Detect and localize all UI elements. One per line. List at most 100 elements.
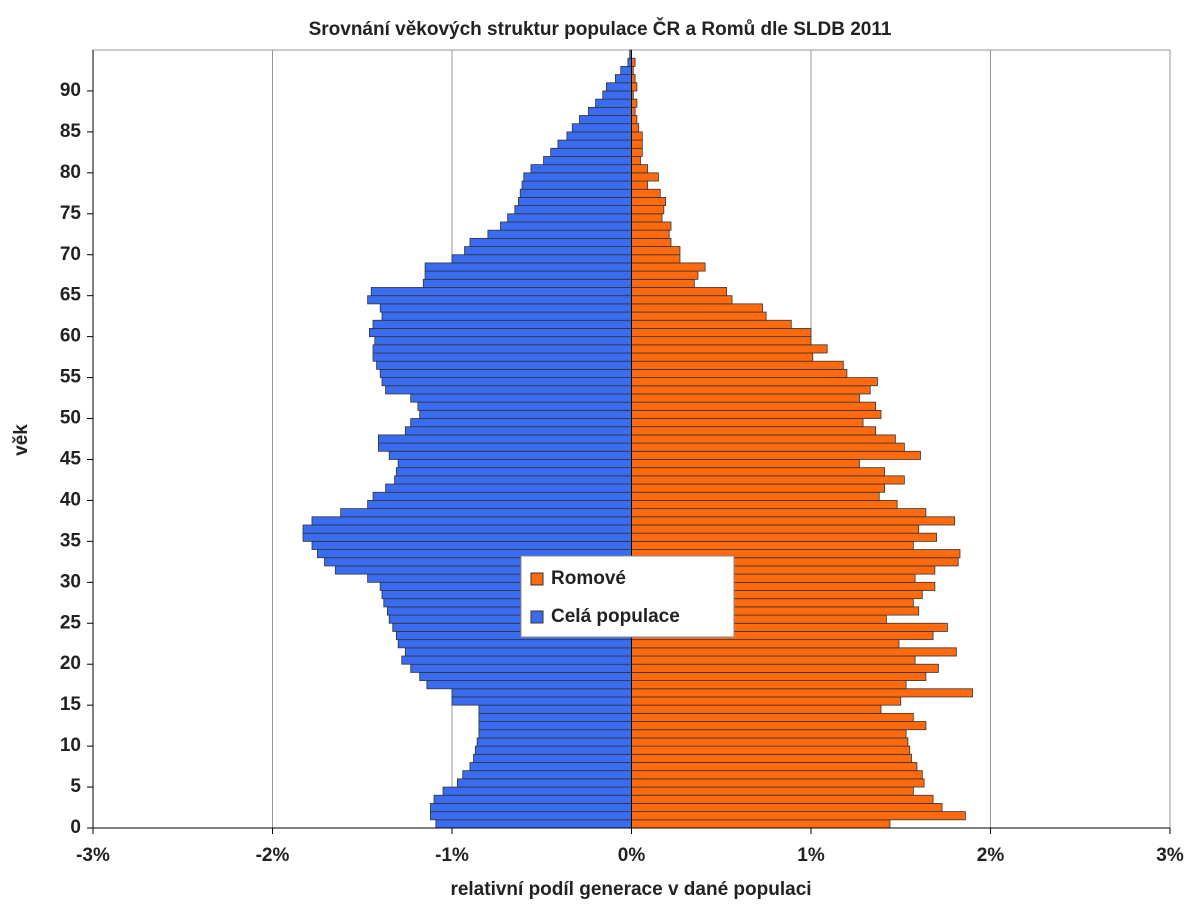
bar <box>631 737 909 747</box>
bar <box>595 98 632 108</box>
bar <box>404 647 632 657</box>
bar <box>631 262 706 272</box>
legend-swatch <box>530 610 544 624</box>
x-tick-label: -1% <box>435 845 469 866</box>
bar <box>530 164 632 174</box>
y-tick-label: 45 <box>60 448 82 469</box>
bar <box>631 237 672 247</box>
bar <box>476 737 632 747</box>
bar <box>311 540 632 550</box>
bar <box>374 336 632 346</box>
bar <box>631 762 918 772</box>
bar <box>631 811 966 821</box>
bar <box>631 328 812 338</box>
bar <box>631 655 916 665</box>
bar <box>631 377 878 387</box>
x-tick-label: 3% <box>1156 845 1184 866</box>
chart-title: Srovnání věkových struktur populace ČR a… <box>309 18 892 40</box>
bar <box>631 803 943 813</box>
x-tick-label: 1% <box>797 845 825 866</box>
bar <box>631 139 643 149</box>
bar <box>631 82 638 92</box>
bar <box>631 680 907 690</box>
bar <box>469 237 632 247</box>
bar <box>379 303 632 313</box>
bar <box>631 303 763 313</box>
bar <box>424 270 632 280</box>
bar <box>631 696 902 706</box>
bar <box>500 221 632 231</box>
bar <box>388 450 632 460</box>
bar <box>631 74 636 84</box>
bar <box>302 532 632 542</box>
bar <box>631 500 898 510</box>
bar <box>385 483 632 493</box>
bar <box>627 57 632 67</box>
bar <box>631 491 880 501</box>
bar <box>631 164 649 174</box>
y-tick-label: 0 <box>70 817 81 838</box>
bar <box>631 344 828 354</box>
bar <box>631 336 812 346</box>
bar <box>631 409 882 419</box>
bar <box>631 254 681 264</box>
bar <box>372 344 632 354</box>
bar <box>410 663 632 673</box>
bar <box>631 450 921 460</box>
bar <box>543 156 632 166</box>
bar <box>631 270 699 280</box>
bar <box>631 213 663 223</box>
bar <box>631 401 877 411</box>
y-axis-title: věk <box>11 424 32 456</box>
bar <box>631 786 914 796</box>
bar <box>631 352 814 362</box>
bar <box>631 229 670 239</box>
y-tick-label: 80 <box>60 162 81 183</box>
legend-label: Romové <box>551 568 626 589</box>
bar <box>631 540 914 550</box>
bar <box>631 819 891 829</box>
bar <box>631 524 920 534</box>
bar <box>507 213 632 223</box>
bar <box>631 483 885 493</box>
bar <box>631 123 640 133</box>
bar <box>605 82 632 92</box>
y-tick-label: 5 <box>70 776 81 797</box>
bar <box>631 663 939 673</box>
bar <box>378 442 632 452</box>
bar <box>631 672 927 681</box>
bar <box>631 729 907 739</box>
bar <box>376 360 632 370</box>
bar <box>370 287 632 297</box>
bar <box>631 311 767 321</box>
bar <box>519 188 632 198</box>
bar <box>631 180 649 190</box>
bar <box>631 647 957 657</box>
bar <box>404 426 632 436</box>
bar <box>631 188 661 198</box>
bar <box>469 762 632 772</box>
bar <box>367 500 632 510</box>
bar <box>397 459 632 469</box>
bar <box>588 106 632 116</box>
bar <box>514 205 632 215</box>
bar <box>631 131 643 141</box>
bar <box>451 696 632 706</box>
bar <box>521 180 632 190</box>
y-tick-label: 75 <box>60 203 82 224</box>
bar <box>410 393 632 403</box>
bar <box>631 467 885 477</box>
bar <box>631 221 672 231</box>
bar <box>631 426 877 436</box>
bar <box>381 311 632 321</box>
bar <box>631 434 896 444</box>
bar <box>631 368 848 378</box>
bar <box>631 98 638 108</box>
bar <box>367 295 632 305</box>
bar <box>302 524 632 534</box>
bar <box>394 475 632 485</box>
bar <box>410 418 632 428</box>
bar <box>369 328 632 338</box>
bar <box>430 803 632 813</box>
